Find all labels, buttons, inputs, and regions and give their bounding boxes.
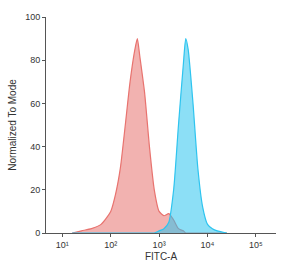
svg-text:10²: 10²	[104, 240, 117, 250]
svg-text:100: 100	[25, 12, 40, 22]
svg-text:10⁴: 10⁴	[201, 240, 215, 250]
svg-text:FITC-A: FITC-A	[145, 251, 178, 262]
svg-text:40: 40	[30, 142, 40, 152]
svg-text:10¹: 10¹	[56, 240, 69, 250]
svg-text:80: 80	[30, 55, 40, 65]
svg-text:10³: 10³	[153, 240, 166, 250]
svg-text:Normalized To Mode: Normalized To Mode	[7, 79, 18, 171]
svg-text:10⁵: 10⁵	[249, 240, 263, 250]
svg-text:60: 60	[30, 99, 40, 109]
svg-text:0: 0	[35, 228, 40, 238]
svg-text:20: 20	[30, 185, 40, 195]
